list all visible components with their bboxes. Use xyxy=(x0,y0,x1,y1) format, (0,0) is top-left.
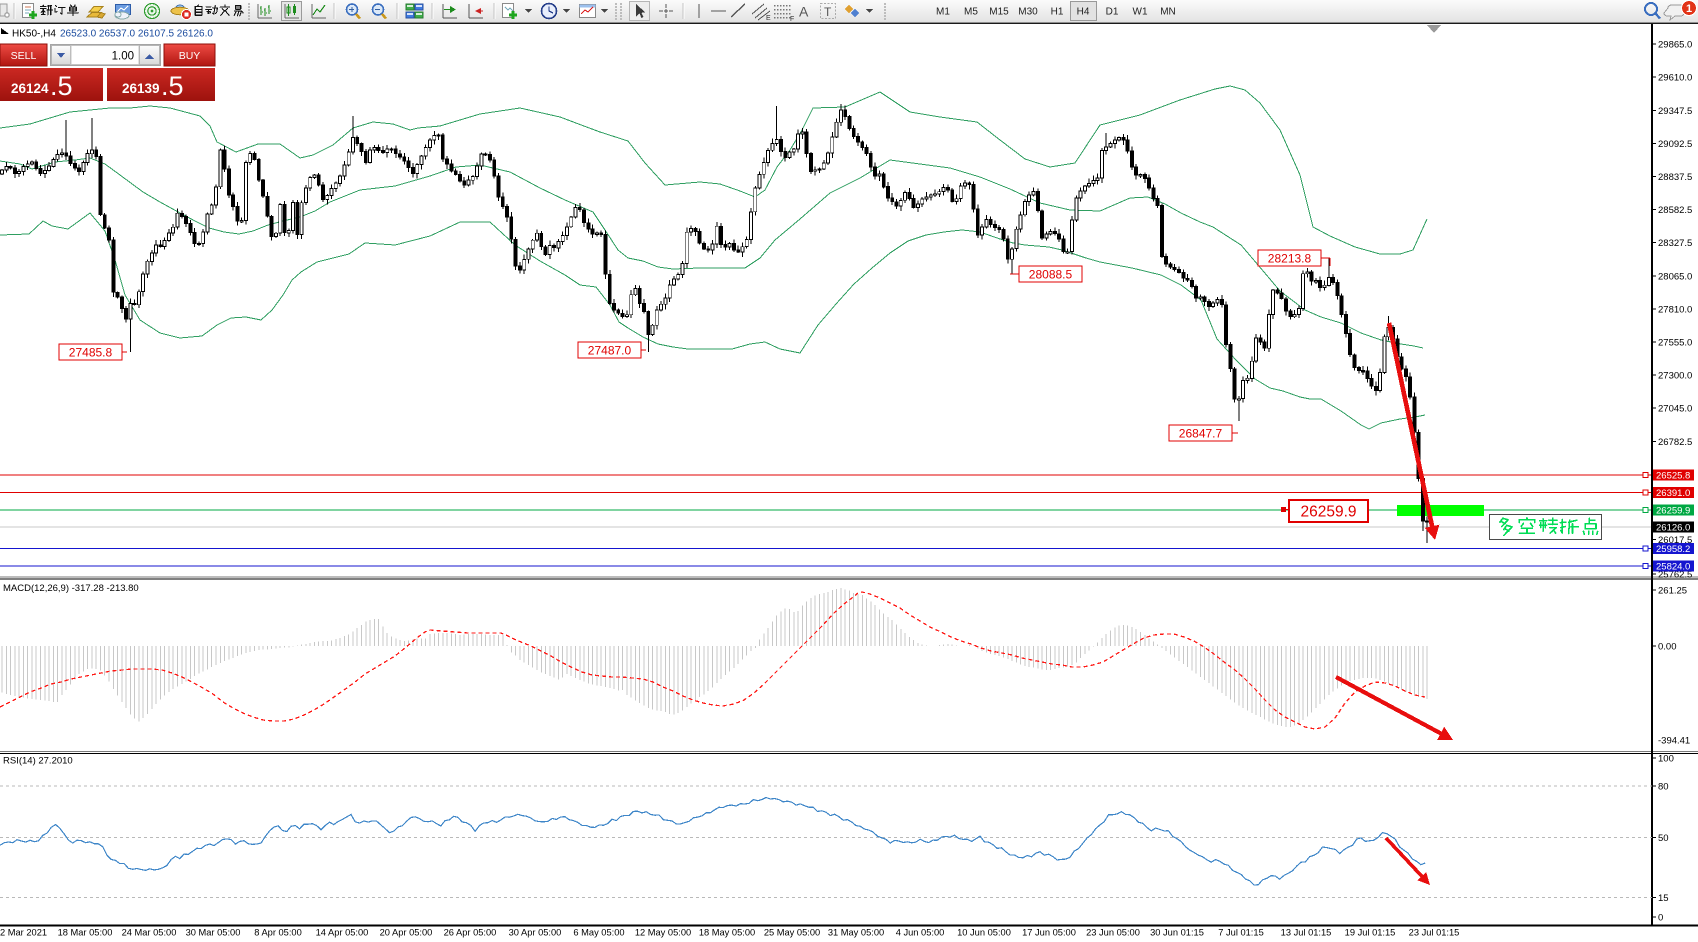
svg-text:10 Jun 05:00: 10 Jun 05:00 xyxy=(957,928,1011,938)
svg-text:2 Mar 2021: 2 Mar 2021 xyxy=(0,928,47,938)
svg-text:E: E xyxy=(766,15,771,22)
svg-text:28213.8: 28213.8 xyxy=(1268,252,1312,266)
svg-text:4 Jun 05:00: 4 Jun 05:00 xyxy=(896,928,945,938)
svg-text:M30: M30 xyxy=(1018,7,1038,18)
svg-text:27045.0: 27045.0 xyxy=(1658,404,1692,415)
svg-text:26782.5: 26782.5 xyxy=(1658,437,1692,448)
svg-text:HK50-,H4: HK50-,H4 xyxy=(12,29,56,40)
svg-text:29347.5: 29347.5 xyxy=(1658,106,1692,117)
svg-text:7 Jul 01:15: 7 Jul 01:15 xyxy=(1218,928,1264,938)
svg-text:25762.5: 25762.5 xyxy=(1658,570,1692,581)
svg-text:23 Jul 01:15: 23 Jul 01:15 xyxy=(1409,928,1460,938)
svg-text:27555.0: 27555.0 xyxy=(1658,338,1692,349)
svg-text:MN: MN xyxy=(1160,7,1176,18)
svg-text:28582.5: 28582.5 xyxy=(1658,205,1692,216)
svg-text:20 Apr 05:00: 20 Apr 05:00 xyxy=(380,928,433,938)
svg-text:BUY: BUY xyxy=(179,50,201,62)
svg-text:29092.5: 29092.5 xyxy=(1658,139,1692,150)
svg-text:H4: H4 xyxy=(1077,7,1090,18)
svg-text:80: 80 xyxy=(1658,782,1669,793)
svg-text:28065.0: 28065.0 xyxy=(1658,272,1692,283)
svg-text:18 Mar 05:00: 18 Mar 05:00 xyxy=(58,928,113,938)
svg-text:100: 100 xyxy=(1658,754,1674,765)
svg-text:-394.41: -394.41 xyxy=(1658,736,1690,747)
svg-text:M5: M5 xyxy=(964,7,978,18)
svg-text:12 May 05:00: 12 May 05:00 xyxy=(635,928,691,938)
svg-text:30 Jun 01:15: 30 Jun 01:15 xyxy=(1150,928,1204,938)
svg-text:M1: M1 xyxy=(936,7,950,18)
svg-text:24 Mar 05:00: 24 Mar 05:00 xyxy=(122,928,177,938)
svg-text:H1: H1 xyxy=(1051,7,1064,18)
svg-text:18 May 05:00: 18 May 05:00 xyxy=(699,928,755,938)
svg-text:27485.8: 27485.8 xyxy=(69,346,113,360)
svg-text:28088.5: 28088.5 xyxy=(1029,268,1073,282)
svg-text:.5: .5 xyxy=(50,71,73,101)
svg-text:0: 0 xyxy=(1658,913,1663,924)
svg-text:30 Mar 05:00: 30 Mar 05:00 xyxy=(186,928,241,938)
svg-text:26124: 26124 xyxy=(11,81,49,96)
svg-text:15: 15 xyxy=(1658,893,1669,904)
svg-text:26259.9: 26259.9 xyxy=(1656,506,1690,517)
svg-text:29610.0: 29610.0 xyxy=(1658,73,1692,84)
svg-text:F: F xyxy=(790,16,794,23)
svg-text:19 Jul 01:15: 19 Jul 01:15 xyxy=(1345,928,1396,938)
svg-text:261.25: 261.25 xyxy=(1658,586,1687,597)
svg-text:M15: M15 xyxy=(989,7,1009,18)
svg-text:23 Jun 05:00: 23 Jun 05:00 xyxy=(1086,928,1140,938)
svg-text:T: T xyxy=(824,5,832,19)
svg-text:0.00: 0.00 xyxy=(1658,642,1677,653)
svg-text:28327.5: 28327.5 xyxy=(1658,238,1692,249)
svg-text:26017.5: 26017.5 xyxy=(1658,535,1692,546)
svg-text:W1: W1 xyxy=(1133,7,1148,18)
svg-text:26126.0: 26126.0 xyxy=(1656,523,1690,534)
svg-text:29865.0: 29865.0 xyxy=(1658,40,1692,51)
svg-text:25824.0: 25824.0 xyxy=(1656,562,1690,573)
svg-text:26 Apr 05:00: 26 Apr 05:00 xyxy=(444,928,497,938)
svg-text:13 Jul 01:15: 13 Jul 01:15 xyxy=(1281,928,1332,938)
svg-text:1.00: 1.00 xyxy=(112,51,134,63)
svg-text:17 Jun 05:00: 17 Jun 05:00 xyxy=(1022,928,1076,938)
svg-text:14 Apr 05:00: 14 Apr 05:00 xyxy=(316,928,369,938)
svg-text:MACD(12,26,9) -317.28 -213.80: MACD(12,26,9) -317.28 -213.80 xyxy=(3,583,139,594)
svg-text:A: A xyxy=(799,4,809,20)
svg-text:26525.8: 26525.8 xyxy=(1656,471,1690,482)
svg-text:25 May 05:00: 25 May 05:00 xyxy=(764,928,820,938)
svg-text:26847.7: 26847.7 xyxy=(1179,427,1223,441)
svg-text:26139: 26139 xyxy=(122,81,160,96)
svg-text:26523.0 26537.0 26107.5 26126.: 26523.0 26537.0 26107.5 26126.0 xyxy=(60,29,213,40)
svg-text:50: 50 xyxy=(1658,833,1669,844)
svg-text:8 Apr 05:00: 8 Apr 05:00 xyxy=(254,928,302,938)
svg-text:26391.0: 26391.0 xyxy=(1656,488,1690,499)
svg-text:27810.0: 27810.0 xyxy=(1658,305,1692,316)
svg-text:SELL: SELL xyxy=(11,50,37,62)
svg-text:.5: .5 xyxy=(161,71,184,101)
svg-text:6 May 05:00: 6 May 05:00 xyxy=(573,928,624,938)
svg-text:27487.0: 27487.0 xyxy=(588,344,632,358)
svg-text:25958.2: 25958.2 xyxy=(1656,544,1690,555)
svg-text:27300.0: 27300.0 xyxy=(1658,371,1692,382)
svg-text:RSI(14) 27.2010: RSI(14) 27.2010 xyxy=(3,756,73,767)
svg-text:26259.9: 26259.9 xyxy=(1300,504,1356,521)
svg-text:30 Apr 05:00: 30 Apr 05:00 xyxy=(509,928,562,938)
svg-text:31 May 05:00: 31 May 05:00 xyxy=(828,928,884,938)
svg-text:28837.5: 28837.5 xyxy=(1658,172,1692,183)
svg-text:1: 1 xyxy=(1686,3,1692,15)
svg-text:D1: D1 xyxy=(1106,7,1119,18)
